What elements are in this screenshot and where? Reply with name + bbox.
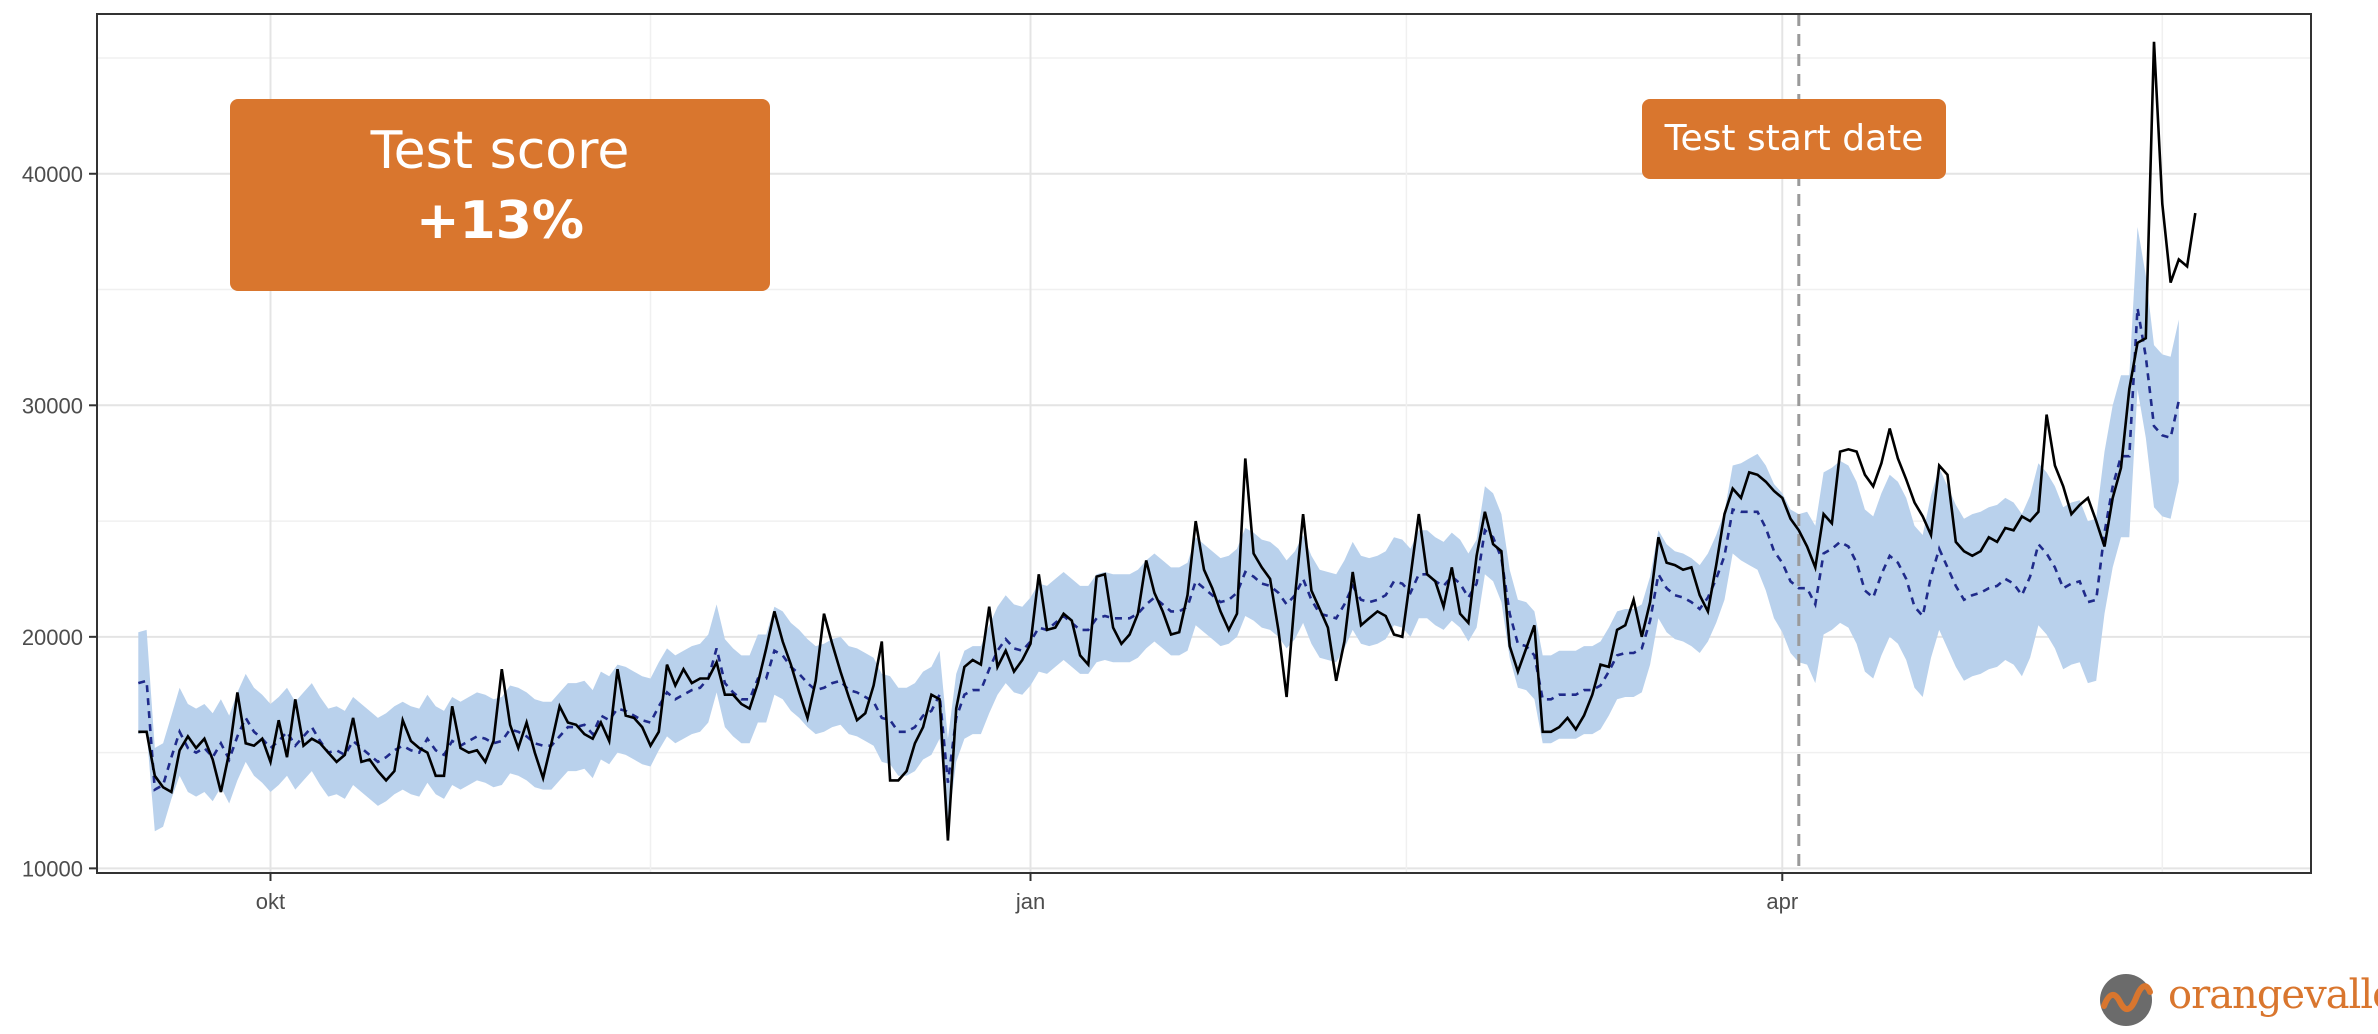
test-score-badge: Test score +13% xyxy=(230,99,770,291)
test-start-date-label: Test start date xyxy=(1642,99,1946,179)
axes: 10000 20000 30000 40000 okt jan apr xyxy=(22,162,1798,914)
y-tick-label: 30000 xyxy=(22,393,83,418)
y-tick-label: 20000 xyxy=(22,625,83,650)
logo-text: orangevalley xyxy=(2168,972,2378,1018)
logo-wave-icon xyxy=(2100,974,2153,1026)
y-tick-label: 40000 xyxy=(22,162,83,187)
orangevalley-logo: orangevalley xyxy=(2098,970,2378,1030)
x-tick-label: jan xyxy=(1015,889,1045,914)
y-tick-label: 10000 xyxy=(22,856,83,881)
test-score-value: +13% xyxy=(415,191,585,251)
test-score-title: Test score xyxy=(370,121,630,181)
x-tick-label: okt xyxy=(256,889,285,914)
x-tick-label: apr xyxy=(1766,889,1798,914)
confidence-band xyxy=(138,227,2179,832)
plot-panel-border xyxy=(96,13,2312,874)
series-actual-line xyxy=(138,41,2197,841)
